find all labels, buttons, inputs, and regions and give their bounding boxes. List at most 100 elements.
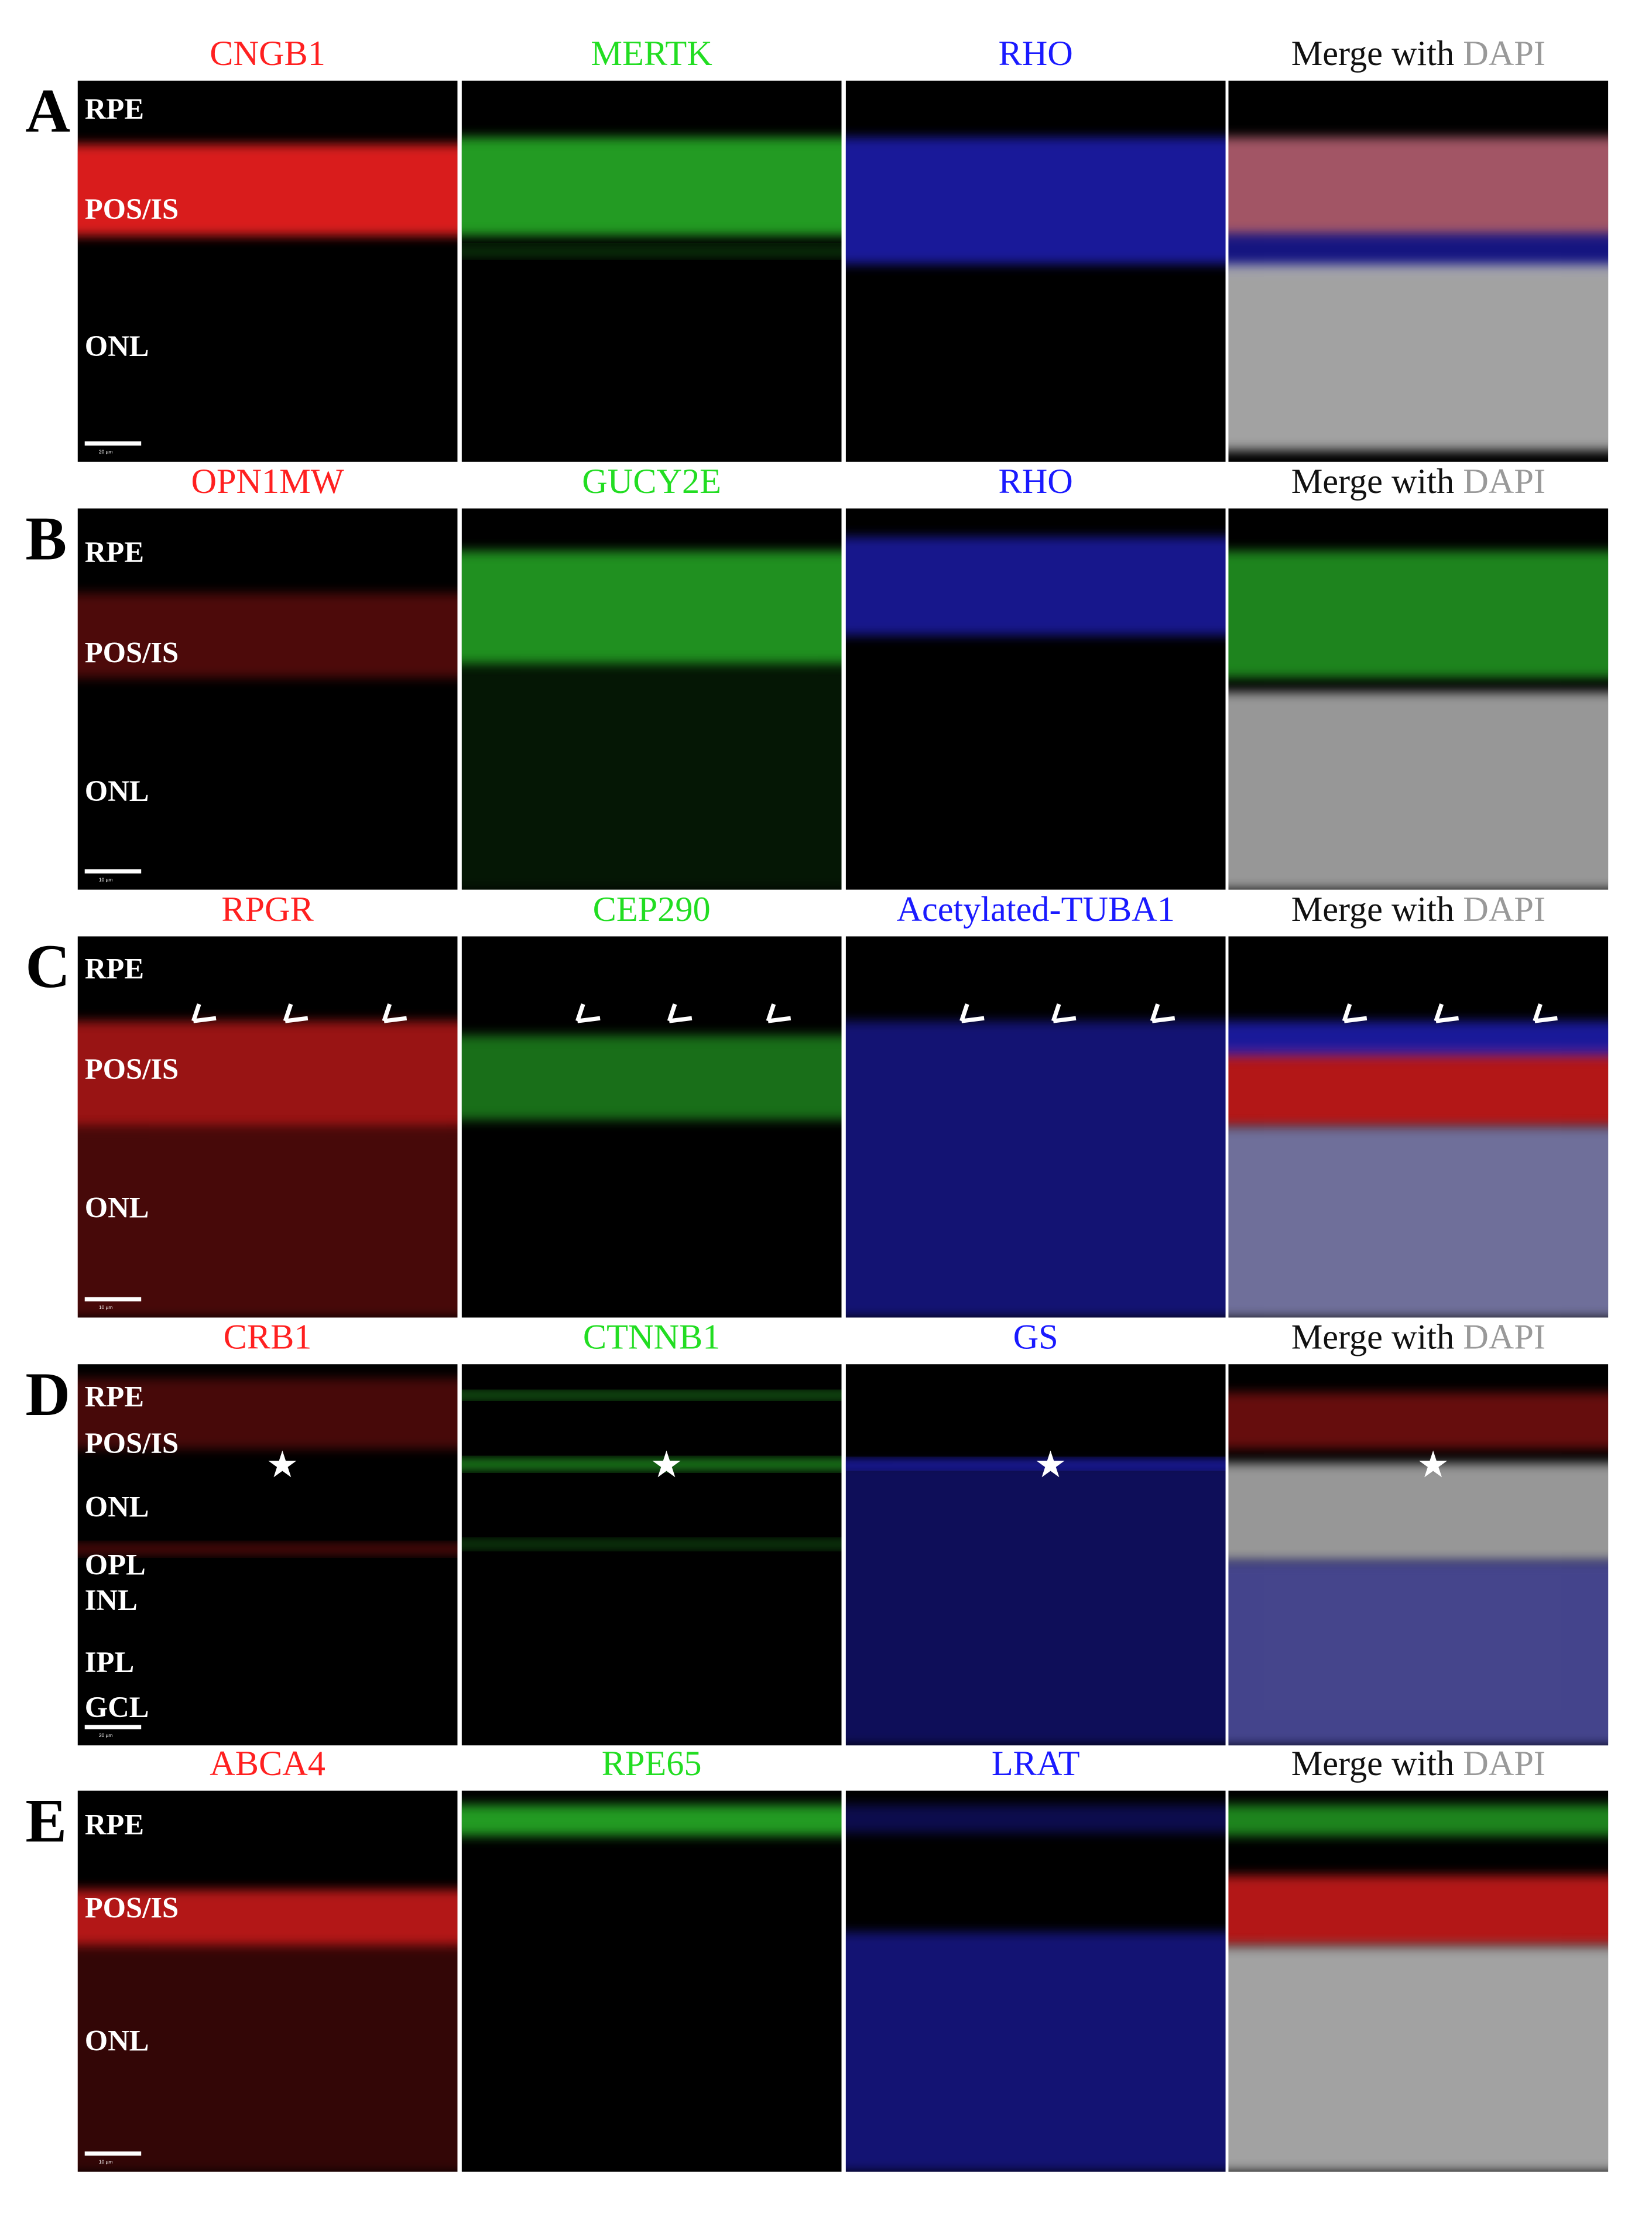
image-background bbox=[461, 1364, 842, 1746]
micrograph bbox=[1228, 508, 1609, 890]
signal-band bbox=[845, 1460, 1226, 1468]
layer-label: RPE bbox=[85, 1808, 144, 1841]
signal-band bbox=[1228, 1804, 1609, 1836]
micrograph bbox=[1228, 936, 1609, 1318]
micrograph bbox=[77, 936, 458, 1318]
scale-bar-label: 20 µm bbox=[99, 1732, 113, 1738]
image-background bbox=[77, 508, 458, 890]
merge-stain: DAPI bbox=[1463, 462, 1545, 501]
merge-text: Merge with bbox=[1291, 1744, 1454, 1783]
signal-band bbox=[845, 137, 1226, 265]
signal-band bbox=[461, 1035, 842, 1120]
micrograph bbox=[845, 936, 1226, 1318]
signal-band bbox=[845, 1462, 1226, 1746]
panel-letter: A bbox=[25, 76, 70, 145]
signal-band bbox=[1228, 1126, 1609, 1318]
signal-band bbox=[1228, 692, 1609, 890]
signal-band bbox=[461, 1804, 842, 1836]
panel-letter: B bbox=[25, 503, 67, 573]
signal-band bbox=[1228, 264, 1609, 451]
merge-header: Merge with DAPI bbox=[1291, 890, 1545, 929]
micrograph bbox=[461, 936, 842, 1318]
layer-label: POS/IS bbox=[85, 636, 179, 669]
layer-label: ONL bbox=[85, 1191, 149, 1224]
micrograph bbox=[845, 508, 1226, 890]
stain-header: CEP290 bbox=[593, 890, 711, 929]
micrograph: ★ bbox=[77, 1364, 458, 1746]
signal-band bbox=[845, 536, 1226, 636]
arrowhead bbox=[1342, 1003, 1367, 1023]
layer-label: RPE bbox=[85, 536, 144, 568]
panel-letter: E bbox=[25, 1786, 67, 1855]
star: ★ bbox=[266, 1443, 299, 1486]
micrograph bbox=[77, 1790, 458, 2172]
signal-band bbox=[77, 1945, 458, 2172]
merge-header: Merge with DAPI bbox=[1291, 34, 1545, 73]
signal-band bbox=[845, 1804, 1226, 1833]
arrowhead bbox=[1434, 1003, 1459, 1023]
stain-header: CNGB1 bbox=[210, 34, 325, 73]
star: ★ bbox=[1034, 1443, 1067, 1486]
signal-band bbox=[1228, 1561, 1609, 1746]
signal-band bbox=[461, 1392, 842, 1399]
signal-band bbox=[77, 1889, 458, 1946]
arrowhead bbox=[382, 1003, 407, 1023]
arrowhead bbox=[667, 1003, 693, 1023]
arrowhead bbox=[191, 1003, 217, 1023]
scale-bar-label: 20 µm bbox=[99, 448, 113, 454]
stain-header: Acetylated-TUBA1 bbox=[896, 890, 1174, 929]
micrograph bbox=[77, 80, 458, 462]
micrograph: ★ bbox=[1228, 1364, 1609, 1746]
signal-band bbox=[77, 1021, 458, 1127]
signal-band bbox=[845, 1931, 1226, 2172]
arrowhead bbox=[283, 1003, 309, 1023]
signal-band bbox=[77, 593, 458, 678]
stain-header: CTNNB1 bbox=[583, 1318, 720, 1357]
signal-band bbox=[1228, 1021, 1609, 1057]
layer-label: RPE bbox=[85, 953, 144, 985]
micrograph bbox=[461, 508, 842, 890]
signal-band bbox=[461, 137, 842, 236]
merge-stain: DAPI bbox=[1463, 34, 1545, 73]
image-background bbox=[461, 936, 842, 1318]
arrowhead bbox=[1150, 1003, 1175, 1023]
stain-header: RPGR bbox=[221, 890, 314, 929]
arrowhead bbox=[575, 1003, 601, 1023]
stain-header: OPN1MW bbox=[191, 462, 344, 501]
layer-label: GCL bbox=[85, 1691, 149, 1724]
star: ★ bbox=[650, 1443, 683, 1486]
signal-band bbox=[845, 1021, 1226, 1318]
arrowhead bbox=[1533, 1003, 1558, 1023]
merge-text: Merge with bbox=[1291, 890, 1454, 929]
micrograph bbox=[77, 508, 458, 890]
signal-band bbox=[461, 550, 842, 664]
stain-header: CRB1 bbox=[224, 1318, 312, 1357]
merge-header: Merge with DAPI bbox=[1291, 462, 1545, 501]
layer-label: ONL bbox=[85, 1491, 149, 1523]
layer-label: ONL bbox=[85, 330, 149, 362]
stain-header: RPE65 bbox=[602, 1744, 702, 1783]
merge-text: Merge with bbox=[1291, 1318, 1454, 1357]
scale-bar-label: 10 µm bbox=[99, 2159, 113, 2164]
layer-label: OPL bbox=[85, 1548, 146, 1581]
arrowhead bbox=[959, 1003, 985, 1023]
scale-bar-label: 10 µm bbox=[99, 876, 113, 882]
micrograph bbox=[845, 80, 1226, 462]
stain-header: ABCA4 bbox=[210, 1744, 325, 1783]
signal-band bbox=[1228, 1945, 1609, 2172]
signal-band bbox=[461, 1540, 842, 1548]
signal-band bbox=[461, 1460, 842, 1469]
stain-header: LRAT bbox=[992, 1744, 1080, 1783]
signal-band bbox=[77, 1378, 458, 1449]
image-background bbox=[77, 80, 458, 462]
signal-band bbox=[1228, 550, 1609, 678]
stain-header: GUCY2E bbox=[582, 462, 721, 501]
layer-label: RPE bbox=[85, 92, 144, 125]
signal-band bbox=[1228, 1875, 1609, 1946]
merge-text: Merge with bbox=[1291, 34, 1454, 73]
signal-band bbox=[77, 144, 458, 236]
merge-stain: DAPI bbox=[1463, 1744, 1545, 1783]
layer-label: RPE bbox=[85, 1380, 144, 1413]
merge-stain: DAPI bbox=[1463, 890, 1545, 929]
star: ★ bbox=[1417, 1443, 1449, 1486]
